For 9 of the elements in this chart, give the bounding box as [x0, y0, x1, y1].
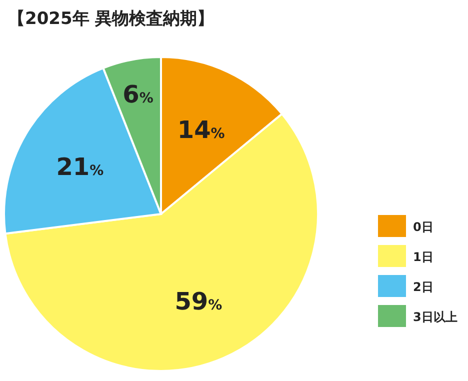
- data-label: 6%: [122, 80, 154, 109]
- data-label: 14%: [177, 116, 225, 144]
- legend-label: 3日以上: [413, 310, 458, 324]
- legend-label: 2日: [413, 280, 434, 294]
- legend-label: 0日: [413, 220, 434, 234]
- chart-title: 【2025年 異物検査納期】: [8, 9, 214, 29]
- data-label: 59%: [174, 287, 222, 316]
- data-label: 21%: [56, 153, 104, 182]
- legend-label: 1日: [413, 250, 434, 264]
